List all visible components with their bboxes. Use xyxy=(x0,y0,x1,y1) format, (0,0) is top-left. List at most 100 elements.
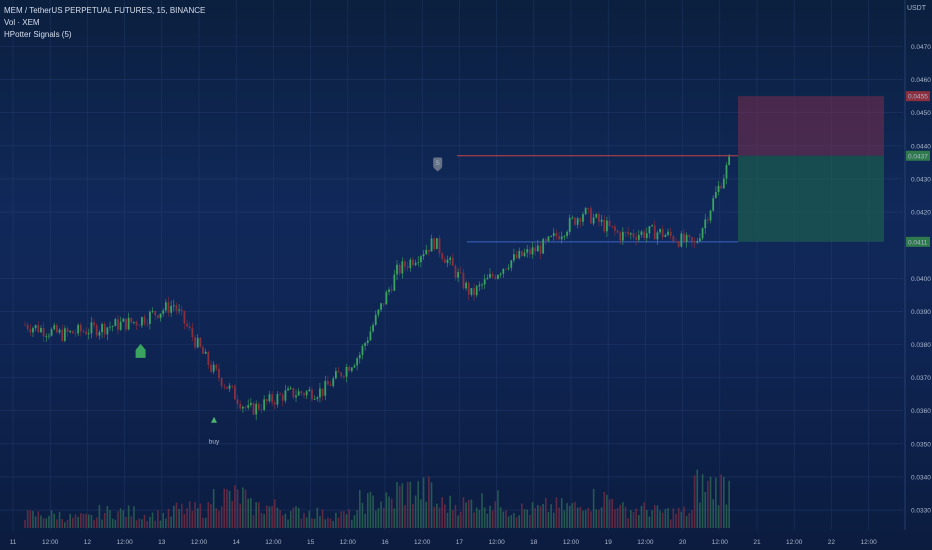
candle-body xyxy=(202,347,204,354)
volume-bar xyxy=(162,512,164,528)
candle-body xyxy=(489,273,491,278)
candle-body xyxy=(478,284,481,287)
volume-bar xyxy=(244,489,247,528)
volume-bar xyxy=(441,497,443,528)
time-tick-label: 12:00 xyxy=(637,539,654,546)
price-badge xyxy=(906,236,930,247)
price-tick-label: 0.0370 xyxy=(911,375,931,382)
volume-bar xyxy=(560,498,563,528)
candle-body xyxy=(361,345,364,356)
candle-body xyxy=(172,305,175,307)
candle-body xyxy=(637,235,640,240)
candle-body xyxy=(257,403,260,410)
candle-body xyxy=(329,384,332,386)
candle-body xyxy=(613,226,616,231)
volume-bar xyxy=(622,502,624,528)
candle-body xyxy=(42,327,45,337)
time-tick-label: 12:00 xyxy=(42,539,59,546)
candle-body xyxy=(446,259,449,264)
volume-indicator-label[interactable]: Vol · XEM xyxy=(4,18,40,27)
volume-bar xyxy=(173,505,175,528)
candle-body xyxy=(651,225,653,227)
volume-bar xyxy=(207,502,210,528)
symbol-title[interactable]: MEM / TetherUS PERPETUAL FUTURES, 15, BI… xyxy=(4,6,206,15)
volume-bar xyxy=(417,481,420,528)
candle-body xyxy=(350,367,353,371)
candle-body xyxy=(327,380,329,385)
volume-bar xyxy=(486,513,489,528)
time-tick-label: 12:00 xyxy=(116,539,133,546)
candle-body xyxy=(234,386,236,400)
candle-body xyxy=(220,378,223,387)
price-badge-label: 0.0437 xyxy=(908,153,928,160)
volume-bar xyxy=(537,505,539,528)
volume-bar xyxy=(396,481,398,528)
candle-body xyxy=(48,335,50,337)
volume-bar xyxy=(188,501,191,528)
volume-bar xyxy=(701,474,704,528)
candle-body xyxy=(420,256,422,263)
candle-body xyxy=(122,318,125,322)
volume-bar xyxy=(606,494,608,528)
candle-body xyxy=(369,331,372,341)
candle-body xyxy=(260,409,263,411)
volume-bar xyxy=(154,520,156,528)
volume-bar xyxy=(72,517,74,528)
candle-body xyxy=(611,225,614,227)
candle-body xyxy=(236,399,239,404)
candle-body xyxy=(228,385,231,389)
candle-body xyxy=(32,328,34,333)
volume-bar xyxy=(534,508,536,528)
volume-bar xyxy=(364,513,366,528)
candle-body xyxy=(69,330,72,333)
candle-body xyxy=(167,302,170,313)
candle-body xyxy=(696,241,699,243)
volume-bar xyxy=(643,502,645,528)
volume-bar xyxy=(143,514,146,528)
volume-bar xyxy=(550,504,552,528)
volume-bar xyxy=(82,514,85,528)
candle-body xyxy=(396,264,398,275)
volume-bar xyxy=(627,518,629,528)
volume-bar xyxy=(263,514,265,528)
volume-bar xyxy=(165,518,167,528)
candle-body xyxy=(595,214,598,218)
volume-bar xyxy=(545,497,547,528)
volume-bar xyxy=(661,512,664,528)
candle-body xyxy=(680,233,683,247)
volume-bar xyxy=(717,505,720,528)
candle-body xyxy=(231,385,234,387)
volume-bar xyxy=(93,520,95,528)
candle-body xyxy=(441,253,444,259)
candle-body xyxy=(725,165,728,179)
signals-indicator-label[interactable]: HPotter Signals (5) xyxy=(4,30,72,39)
volume-bar xyxy=(250,498,252,528)
volume-bar xyxy=(693,475,696,528)
volume-bar xyxy=(135,520,138,528)
candle-body xyxy=(661,229,664,237)
time-tick-label: 12:00 xyxy=(786,539,803,546)
volume-bar xyxy=(77,516,79,528)
candle-body xyxy=(409,259,412,269)
volume-bar xyxy=(669,519,672,528)
candle-body xyxy=(188,326,191,328)
volume-bar xyxy=(279,509,281,528)
candle-body xyxy=(372,324,374,332)
candle-body xyxy=(180,309,183,311)
volume-bar xyxy=(616,507,619,528)
volume-bar xyxy=(42,518,45,528)
volume-bar xyxy=(452,510,454,528)
volume-bar xyxy=(401,483,404,528)
candle-body xyxy=(308,389,311,392)
volume-bar xyxy=(109,509,111,528)
volume-bar xyxy=(483,507,486,528)
volume-bar xyxy=(305,517,308,528)
candle-body xyxy=(178,309,181,311)
volume-bar xyxy=(183,514,186,528)
candle-body xyxy=(691,237,693,242)
volume-bar xyxy=(24,519,26,528)
candle-body xyxy=(194,337,196,348)
volume-bar xyxy=(231,501,234,528)
candle-body xyxy=(218,368,220,379)
